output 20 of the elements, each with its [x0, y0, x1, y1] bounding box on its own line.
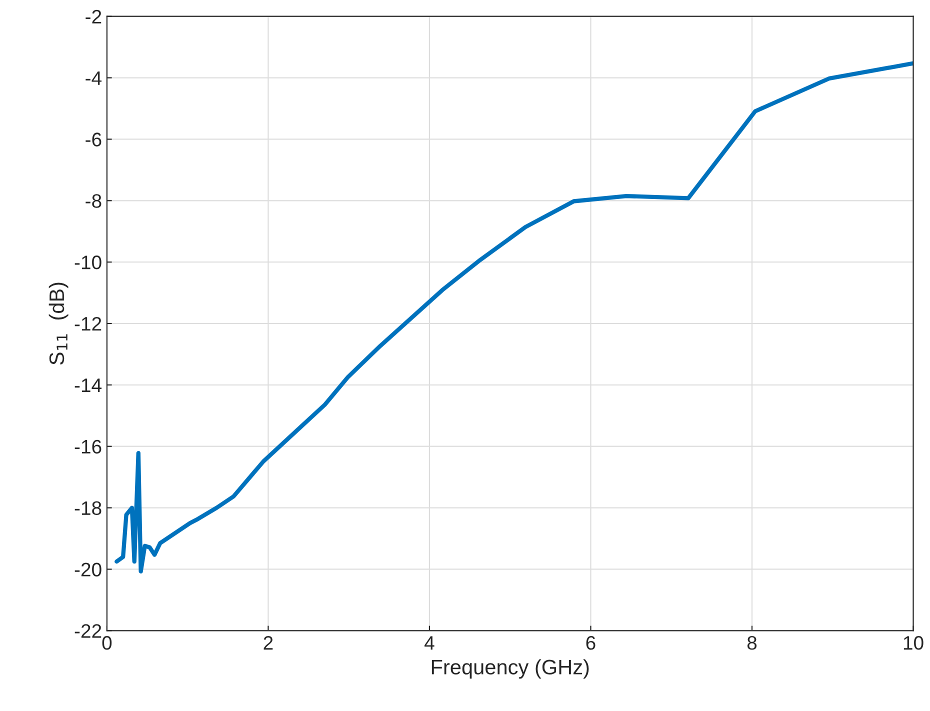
x-tick-label: 0: [102, 636, 112, 650]
y-tick-label: -2: [86, 10, 102, 24]
y-tick-label: -8: [86, 194, 102, 208]
y-tick-label: -22: [74, 624, 102, 638]
x-tick-label: 8: [747, 636, 757, 650]
y-tick-label: -4: [86, 71, 102, 85]
y-axis-title: S$_{11}$ (dB): [48, 282, 68, 365]
x-tick-label: 6: [586, 636, 596, 650]
x-tick-label: 2: [264, 636, 273, 650]
y-tick-label: -10: [74, 256, 102, 270]
y-tick-label: -12: [74, 316, 102, 331]
y-tick-label: -6: [86, 132, 102, 146]
y-tick-label: -16: [74, 440, 102, 454]
y-tick-label: -14: [74, 378, 102, 392]
line-series: [114, 61, 914, 574]
y-tick-label: -20: [74, 562, 102, 576]
x-tick-label: 10: [904, 636, 924, 650]
x-tick-label: 4: [424, 636, 434, 650]
x-axis-title: Frequency (GHz): [432, 659, 589, 679]
y-tick-label: -18: [74, 501, 102, 516]
